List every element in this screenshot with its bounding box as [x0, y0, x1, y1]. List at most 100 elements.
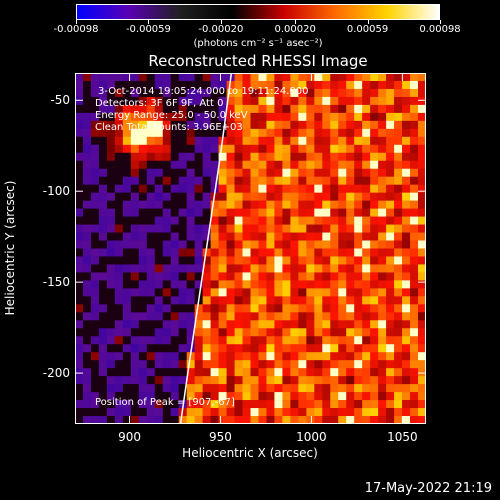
heatmap-cell [98, 352, 108, 361]
heatmap-cell [218, 176, 227, 185]
heatmap-cell [306, 73, 315, 82]
heatmap-cell [298, 368, 307, 377]
heatmap-cell [322, 120, 331, 130]
heatmap-cell [194, 328, 203, 337]
heatmap-cell [346, 73, 355, 82]
heatmap-cell [410, 376, 419, 385]
heatmap-cell [122, 368, 132, 377]
heatmap-cell [378, 360, 387, 369]
heatmap-cell [178, 104, 187, 114]
heatmap-cell [338, 232, 347, 241]
heatmap-cell [274, 376, 283, 385]
heatmap-cell [226, 152, 235, 162]
heatmap-cell [410, 256, 419, 265]
heatmap-cell [178, 144, 187, 154]
heatmap-cell [226, 216, 235, 225]
heatmap-cell [242, 200, 251, 209]
heatmap-cell [354, 168, 363, 178]
heatmap-cell [138, 392, 148, 401]
heatmap-cell [114, 128, 124, 138]
heatmap-cell [82, 288, 92, 297]
heatmap-cell [386, 160, 395, 170]
heatmap-cell [210, 216, 219, 225]
heatmap-cell [146, 232, 156, 241]
heatmap-cell [290, 256, 299, 265]
heatmap-cell [202, 112, 211, 122]
heatmap-cell [250, 392, 259, 401]
heatmap-cell [250, 128, 259, 138]
heatmap-cell [130, 376, 140, 385]
heatmap-cell [170, 128, 180, 138]
heatmap-cell [218, 232, 227, 241]
heatmap-cell [138, 176, 148, 185]
heatmap-cell [210, 280, 219, 289]
heatmap-cell [114, 408, 124, 417]
heatmap-cell [130, 200, 140, 209]
heatmap-cell [274, 272, 283, 281]
chart-title: Reconstructed RHESSI Image [148, 52, 368, 70]
heatmap-cell [314, 344, 323, 353]
heatmap-cell [218, 272, 227, 281]
heatmap-cell [98, 160, 108, 170]
heatmap-cell [274, 168, 283, 178]
heatmap-cell [418, 224, 426, 233]
heatmap-cell [258, 192, 267, 201]
heatmap-cell [210, 352, 219, 361]
heatmap-cell [250, 400, 259, 409]
heatmap-cell [114, 328, 124, 337]
heatmap-cell [106, 112, 116, 122]
heatmap-cell [306, 104, 315, 114]
heatmap-cell [75, 344, 84, 353]
heatmap-cell [394, 384, 403, 393]
heatmap-cell [354, 320, 363, 329]
colorbar-tick-label: -0.00098 [53, 24, 99, 35]
heatmap-cell [178, 96, 187, 106]
heatmap-cell [106, 368, 116, 377]
heatmap-cell [242, 376, 251, 385]
heatmap-cell [122, 392, 132, 401]
heatmap-cell [306, 112, 315, 122]
heatmap-cell [202, 272, 211, 281]
heatmap-cell [202, 304, 211, 313]
heatmap-cell [386, 320, 395, 329]
heatmap-cell [122, 272, 132, 281]
heatmap-cell [346, 344, 355, 353]
heatmap-cell [250, 288, 259, 297]
heatmap-cell [394, 304, 403, 313]
heatmap-cell [370, 96, 379, 106]
heatmap-cell [274, 264, 283, 273]
heatmap-cell [122, 376, 132, 385]
heatmap-cell [82, 104, 92, 114]
heatmap-cell [122, 88, 132, 98]
heatmap-cell [106, 96, 116, 106]
heatmap-cell [386, 408, 395, 417]
heatmap-cell [138, 416, 148, 424]
heatmap-cell [274, 280, 283, 289]
heatmap-cell [354, 176, 363, 185]
heatmap-cell [98, 128, 108, 138]
heatmap-cell [178, 416, 187, 424]
heatmap-cell [250, 344, 259, 353]
heatmap-cell [162, 280, 172, 289]
heatmap-cell [378, 208, 387, 217]
heatmap-cell [370, 248, 379, 257]
heatmap-cell [258, 400, 267, 409]
heatmap-cell [242, 73, 251, 82]
heatmap-cell [210, 104, 219, 114]
heatmap-cell [378, 184, 387, 193]
heatmap-cell [170, 376, 180, 385]
heatmap-cell [314, 232, 323, 241]
heatmap-cell [322, 200, 331, 209]
heatmap-cell [202, 400, 211, 409]
heatmap-cell [162, 384, 172, 393]
heatmap-cell [330, 224, 339, 233]
heatmap-cell [218, 336, 227, 345]
heatmap-cell [314, 360, 323, 369]
heatmap-cell [274, 208, 283, 217]
heatmap-cell [162, 144, 172, 154]
heatmap-cell [322, 240, 331, 249]
heatmap-cell [114, 264, 124, 273]
heatmap-cell [362, 88, 371, 98]
x-tick-label: 1050 [387, 430, 418, 444]
heatmap-cell [194, 152, 203, 162]
